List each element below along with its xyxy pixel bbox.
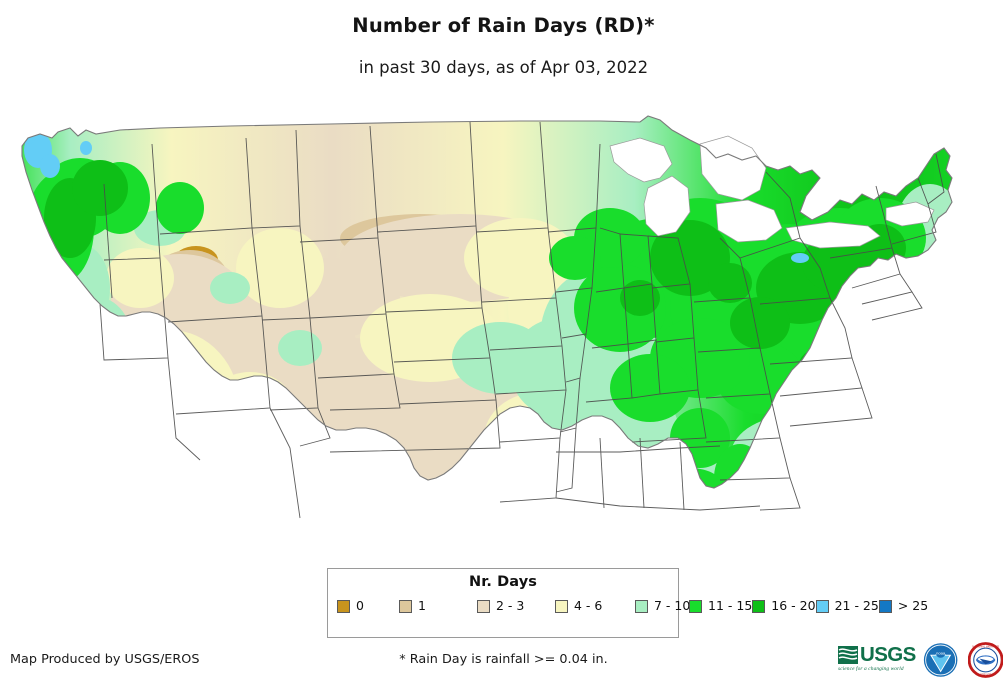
map-canvas xyxy=(0,108,1007,558)
legend-label-5: 11 - 15 xyxy=(708,598,753,614)
svg-text:noaa: noaa xyxy=(937,651,947,656)
usgs-logo: USGS science for a changing world xyxy=(838,643,916,676)
legend-label-0: 0 xyxy=(356,598,364,614)
legend-swatch-2 xyxy=(477,600,490,613)
legend-item-7: 21 - 25 xyxy=(815,597,879,616)
state-boundaries xyxy=(99,121,945,519)
legend-item-6: 16 - 20 xyxy=(752,597,816,616)
map-fill-layer xyxy=(22,116,952,488)
legend-label-1: 1 xyxy=(418,598,426,614)
national-outline xyxy=(21,115,953,489)
map-legend: Nr. Days 0 1 2 - 3 4 - 6 7 - 10 xyxy=(327,568,928,638)
map-credit: Map Produced by USGS/EROS xyxy=(10,652,200,667)
noaa-logo: noaa xyxy=(924,643,958,677)
usgs-wordmark: USGS xyxy=(860,643,916,666)
legend-label-8: > 25 xyxy=(897,598,929,614)
page-title: Number of Rain Days (RD)* xyxy=(352,14,655,37)
legend-title: Nr. Days xyxy=(468,574,538,590)
legend-label-6: 16 - 20 xyxy=(771,598,816,614)
rain-days-choropleth xyxy=(21,115,953,519)
legend-swatch-3 xyxy=(555,600,568,613)
great-lakes xyxy=(609,135,935,249)
legend-swatch-6 xyxy=(752,600,766,613)
legend-items: 0 1 2 - 3 4 - 6 7 - 10 11 - 15 xyxy=(337,597,928,616)
legend-item-8: > 25 xyxy=(878,597,929,616)
legend-item-2: 2 - 3 xyxy=(477,597,555,616)
legend-item-5: 11 - 15 xyxy=(689,597,752,616)
legend-item-0: 0 xyxy=(337,597,399,616)
nws-logo: NATIONAL WEATHER SERVICE xyxy=(967,642,1003,678)
agency-logos: USGS science for a changing world noaa N… xyxy=(838,636,1003,684)
usgs-wave-icon xyxy=(838,646,858,664)
legend-swatch-7 xyxy=(815,600,829,613)
svg-text:NATIONAL WEATHER: NATIONAL WEATHER xyxy=(972,644,999,648)
legend-swatch-0 xyxy=(337,600,350,613)
legend-item-4: 7 - 10 xyxy=(635,597,691,616)
usgs-tagline: science for a changing world xyxy=(838,666,904,672)
legend-label-4: 7 - 10 xyxy=(654,598,691,614)
svg-text:SERVICE: SERVICE xyxy=(980,672,992,676)
legend-label-7: 21 - 25 xyxy=(834,598,879,614)
legend-label-2: 2 - 3 xyxy=(496,598,525,614)
legend-swatch-1 xyxy=(399,600,412,613)
legend-swatch-5 xyxy=(689,600,702,613)
legend-swatch-8 xyxy=(878,600,892,613)
legend-item-1: 1 xyxy=(399,597,477,616)
map-footnote: * Rain Day is rainfall >= 0.04 in. xyxy=(399,652,608,667)
legend-swatch-4 xyxy=(635,600,648,613)
page-subtitle: in past 30 days, as of Apr 03, 2022 xyxy=(358,58,649,77)
legend-item-3: 4 - 6 xyxy=(555,597,635,616)
legend-label-3: 4 - 6 xyxy=(574,598,603,614)
